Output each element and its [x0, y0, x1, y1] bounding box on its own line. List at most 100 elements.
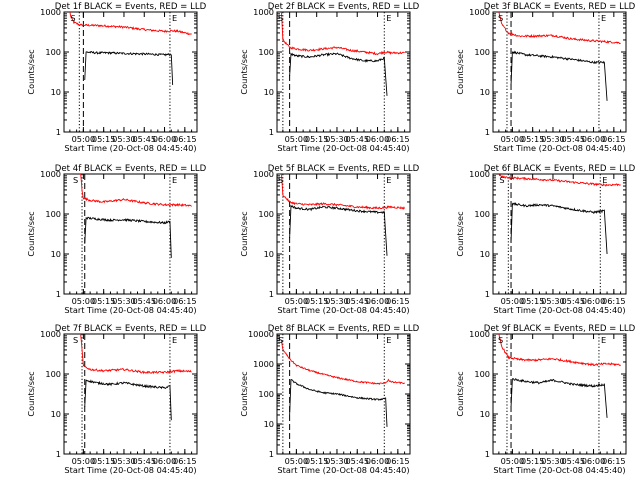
plot-frame: [276, 11, 411, 133]
plot-frame: [276, 173, 411, 295]
series-lld-line: [498, 334, 621, 367]
series-events-line: [289, 52, 388, 96]
x-tick-label: 05:15: [92, 456, 116, 466]
chart-title: Det 3f BLACK = Events, RED = LLD: [484, 2, 636, 12]
x-tick-label: 05:15: [521, 456, 545, 466]
x-tick-label: 05:15: [92, 134, 116, 144]
series-events-line: [510, 202, 608, 255]
x-axis-label: Start Time (20-Oct-08 04:45:40): [277, 465, 409, 475]
x-tick-label: 05:00: [501, 134, 525, 144]
y-tick-label: 1000: [469, 169, 490, 179]
chart-panel-det-5: Det 5f BLACK = Events, RED = LLD 1 10 100 10…: [239, 164, 420, 315]
y-tick-label: 100: [474, 209, 490, 219]
y-tick-label: 100: [258, 389, 274, 399]
y-axis-label: Counts/sec: [455, 49, 465, 94]
x-tick-label: 05:30: [541, 296, 565, 306]
y-tick-label: 1000: [253, 7, 274, 17]
series-events-line: [510, 50, 608, 101]
x-tick-label: 05:15: [521, 296, 545, 306]
x-tick-label: 06:15: [602, 296, 626, 306]
x-tick-label: 05:30: [112, 134, 136, 144]
chart-title: Det 7f BLACK = Events, RED = LLD: [55, 324, 207, 334]
x-tick-label: 06:15: [386, 296, 410, 306]
plot-frame: [63, 173, 198, 295]
x-tick-label: 05:45: [561, 296, 585, 306]
y-tick-label: 10: [51, 249, 61, 259]
x-tick-label: 05:30: [112, 296, 136, 306]
y-tick-label: 1: [56, 449, 61, 459]
x-tick-label: 05:45: [345, 456, 369, 466]
series-lld-line: [498, 174, 621, 187]
end-marker-label: E: [386, 335, 391, 345]
series-lld-line: [80, 174, 192, 208]
series-events-line: [510, 377, 608, 418]
start-marker-label: S: [498, 335, 503, 345]
y-tick-label: 100: [258, 47, 274, 57]
chart-title: Det 2f BLACK = Events, RED = LLD: [268, 2, 420, 12]
y-tick-label: 10: [264, 249, 274, 259]
x-tick-label: 05:45: [345, 134, 369, 144]
plot-frame: [492, 11, 627, 133]
end-marker-label: E: [172, 13, 177, 23]
x-tick-label: 05:45: [132, 456, 156, 466]
chart-title: Det 1f BLACK = Events, RED = LLD: [55, 2, 207, 12]
x-tick-label: 05:15: [305, 134, 329, 144]
x-axis-label: Start Time (20-Oct-08 04:45:40): [64, 143, 196, 153]
x-tick-label: 05:00: [285, 134, 309, 144]
y-tick-label: 10000: [248, 329, 274, 339]
x-tick-label: 05:45: [345, 296, 369, 306]
y-tick-label: 1: [485, 127, 490, 137]
y-tick-label: 1: [485, 289, 490, 299]
x-tick-label: 06:15: [173, 134, 197, 144]
x-tick-label: 06:00: [153, 296, 177, 306]
x-axis-label: Start Time (20-Oct-08 04:45:40): [277, 305, 409, 315]
x-tick-label: 06:00: [366, 134, 390, 144]
series-lld-line: [69, 12, 192, 36]
x-tick-label: 06:00: [153, 134, 177, 144]
end-marker-label: E: [386, 13, 391, 23]
x-tick-label: 06:15: [386, 134, 410, 144]
chart-title: Det 6f BLACK = Events, RED = LLD: [484, 164, 636, 174]
y-axis-label: Counts/sec: [239, 211, 249, 256]
y-axis-label: Counts/sec: [26, 371, 36, 416]
x-tick-label: 05:00: [285, 456, 309, 466]
x-tick-label: 06:15: [602, 134, 626, 144]
end-marker-label: E: [386, 175, 391, 185]
y-axis-label: Counts/sec: [26, 211, 36, 256]
x-tick-label: 05:45: [132, 134, 156, 144]
y-axis-label: Counts/sec: [239, 49, 249, 94]
y-axis-label: Counts/sec: [239, 371, 249, 416]
x-tick-label: 06:00: [582, 134, 606, 144]
series-events-line: [84, 216, 172, 258]
y-tick-label: 1: [269, 127, 274, 137]
series-events-line: [289, 204, 388, 256]
x-tick-label: 05:30: [325, 456, 349, 466]
y-tick-label: 10: [480, 87, 490, 97]
y-tick-label: 1: [56, 289, 61, 299]
x-tick-label: 06:00: [153, 456, 177, 466]
series-events-line: [84, 50, 174, 85]
x-tick-label: 06:00: [366, 456, 390, 466]
x-tick-label: 05:00: [285, 296, 309, 306]
y-tick-label: 100: [45, 47, 61, 57]
y-tick-label: 10: [264, 87, 274, 97]
chart-title: Det 8f BLACK = Events, RED = LLD: [268, 324, 420, 334]
x-axis-label: Start Time (20-Oct-08 04:45:40): [493, 465, 625, 475]
start-marker-label: S: [498, 13, 503, 23]
y-axis-label: Counts/sec: [455, 371, 465, 416]
y-axis-label: Counts/sec: [26, 49, 36, 94]
start-marker-label: S: [73, 175, 78, 185]
x-tick-label: 05:30: [112, 456, 136, 466]
y-tick-label: 100: [474, 369, 490, 379]
series-lld-line: [281, 340, 405, 386]
plot-frame: [276, 333, 411, 455]
chart-panel-det-2: Det 2f BLACK = Events, RED = LLD 1 10 100 10…: [239, 2, 420, 153]
chart-panel-det-6: Det 6f BLACK = Events, RED = LLD 1 10 100 10…: [455, 164, 636, 315]
y-tick-label: 1000: [40, 169, 61, 179]
x-tick-label: 05:30: [541, 456, 565, 466]
plot-frame: [492, 333, 627, 455]
chart-title: Det 9f BLACK = Events, RED = LLD: [484, 324, 636, 334]
series-lld-line: [281, 12, 405, 56]
x-tick-label: 05:30: [325, 134, 349, 144]
end-marker-label: E: [601, 13, 606, 23]
